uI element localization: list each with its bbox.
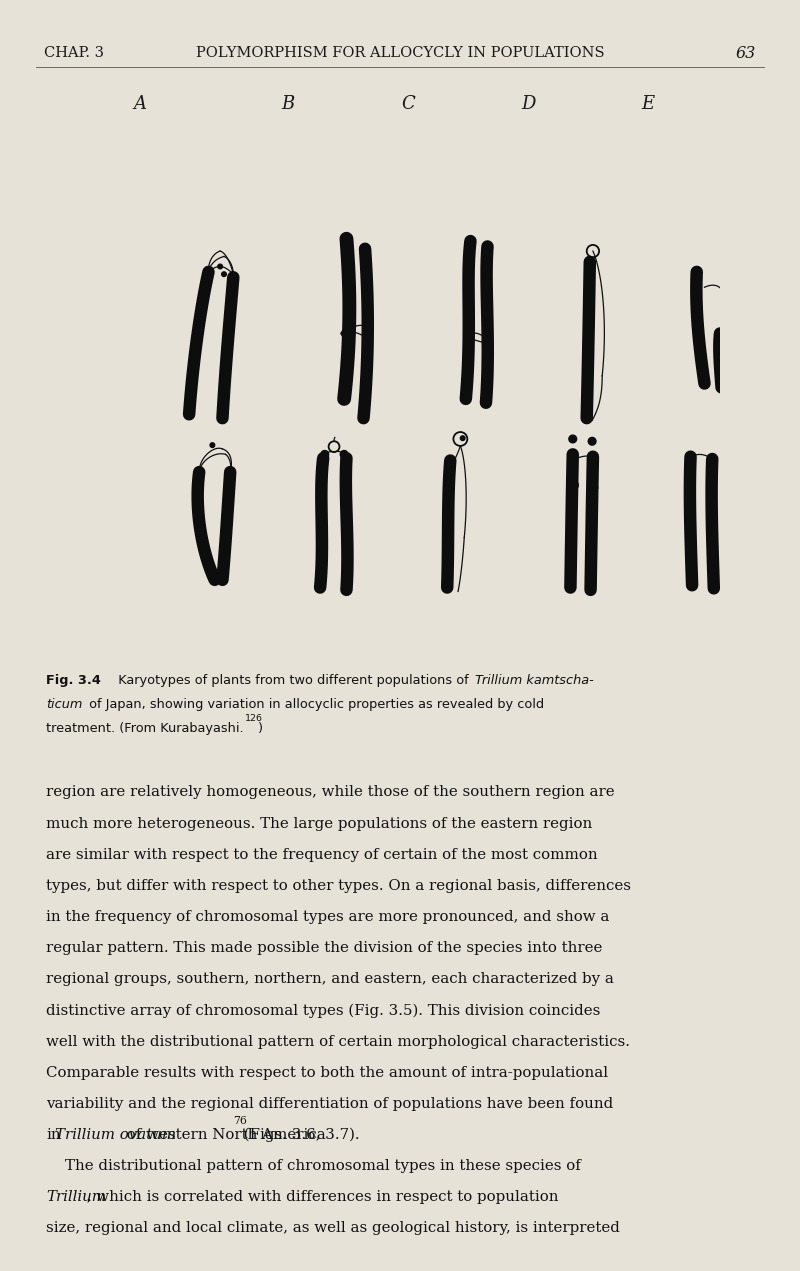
Circle shape bbox=[222, 272, 226, 277]
Text: POLYMORPHISM FOR ALLOCYCLY IN POPULATIONS: POLYMORPHISM FOR ALLOCYCLY IN POPULATION… bbox=[196, 46, 604, 61]
Text: variability and the regional differentiation of populations have been found: variability and the regional differentia… bbox=[46, 1097, 614, 1111]
Text: distinctive array of chromosomal types (Fig. 3.5). This division coincides: distinctive array of chromosomal types (… bbox=[46, 1004, 601, 1018]
Circle shape bbox=[342, 497, 348, 503]
Text: A: A bbox=[134, 95, 146, 113]
Circle shape bbox=[228, 472, 233, 477]
Circle shape bbox=[321, 450, 329, 459]
Circle shape bbox=[206, 273, 211, 278]
Circle shape bbox=[210, 442, 214, 447]
Text: regular pattern. This made possible the division of the species into three: regular pattern. This made possible the … bbox=[46, 941, 602, 956]
Circle shape bbox=[232, 276, 237, 281]
Circle shape bbox=[340, 450, 348, 459]
Text: types, but differ with respect to other types. On a regional basis, differences: types, but differ with respect to other … bbox=[46, 880, 631, 894]
Text: Fig. 3.4: Fig. 3.4 bbox=[46, 674, 102, 686]
Text: regional groups, southern, northern, and eastern, each characterized by a: regional groups, southern, northern, and… bbox=[46, 972, 614, 986]
Text: region are relatively homogeneous, while those of the southern region are: region are relatively homogeneous, while… bbox=[46, 785, 615, 799]
Circle shape bbox=[718, 347, 722, 351]
Text: ticum: ticum bbox=[46, 698, 82, 710]
Circle shape bbox=[460, 436, 465, 441]
Circle shape bbox=[198, 472, 203, 477]
Text: size, regional and local climate, as well as geological history, is interpreted: size, regional and local climate, as wel… bbox=[46, 1221, 620, 1235]
Text: CHAP. 3: CHAP. 3 bbox=[44, 46, 104, 61]
Text: D: D bbox=[521, 95, 535, 113]
Circle shape bbox=[448, 463, 453, 466]
Text: of western North America: of western North America bbox=[122, 1129, 326, 1143]
Circle shape bbox=[694, 300, 699, 305]
Circle shape bbox=[588, 437, 596, 445]
Text: 63: 63 bbox=[736, 44, 756, 62]
Text: (Figs. 3.6, 3.7).: (Figs. 3.6, 3.7). bbox=[239, 1129, 359, 1143]
Text: in the frequency of chromosomal types are more pronounced, and show a: in the frequency of chromosomal types ar… bbox=[46, 910, 610, 924]
Text: Karyotypes of plants from two different populations of: Karyotypes of plants from two different … bbox=[110, 674, 474, 686]
Circle shape bbox=[218, 264, 222, 268]
Text: Trillium kamtscha-: Trillium kamtscha- bbox=[475, 674, 594, 686]
Text: in: in bbox=[46, 1129, 61, 1143]
Text: 126: 126 bbox=[245, 714, 262, 723]
Text: well with the distributional pattern of certain morphological characteristics.: well with the distributional pattern of … bbox=[46, 1035, 630, 1049]
Text: of Japan, showing variation in allocyclic properties as revealed by cold: of Japan, showing variation in allocycli… bbox=[85, 698, 544, 710]
Text: C: C bbox=[401, 95, 415, 113]
Text: B: B bbox=[282, 95, 294, 113]
Text: ): ) bbox=[258, 722, 263, 735]
Text: much more heterogeneous. The large populations of the eastern region: much more heterogeneous. The large popul… bbox=[46, 817, 593, 831]
Text: treatment. (From Kurabayashi.: treatment. (From Kurabayashi. bbox=[46, 722, 244, 735]
Text: The distributional pattern of chromosomal types in these species of: The distributional pattern of chromosoma… bbox=[46, 1159, 582, 1173]
Circle shape bbox=[208, 275, 212, 280]
Text: are similar with respect to the frequency of certain of the most common: are similar with respect to the frequenc… bbox=[46, 848, 598, 862]
Text: Trillium ovatum: Trillium ovatum bbox=[55, 1129, 177, 1143]
Text: Comparable results with respect to both the amount of intra-populational: Comparable results with respect to both … bbox=[46, 1065, 609, 1080]
Text: Trillium: Trillium bbox=[46, 1190, 106, 1205]
Text: 76: 76 bbox=[233, 1116, 246, 1126]
Text: E: E bbox=[642, 95, 654, 113]
Circle shape bbox=[569, 435, 577, 442]
Circle shape bbox=[318, 496, 325, 502]
Text: , which is correlated with differences in respect to population: , which is correlated with differences i… bbox=[82, 1190, 558, 1205]
